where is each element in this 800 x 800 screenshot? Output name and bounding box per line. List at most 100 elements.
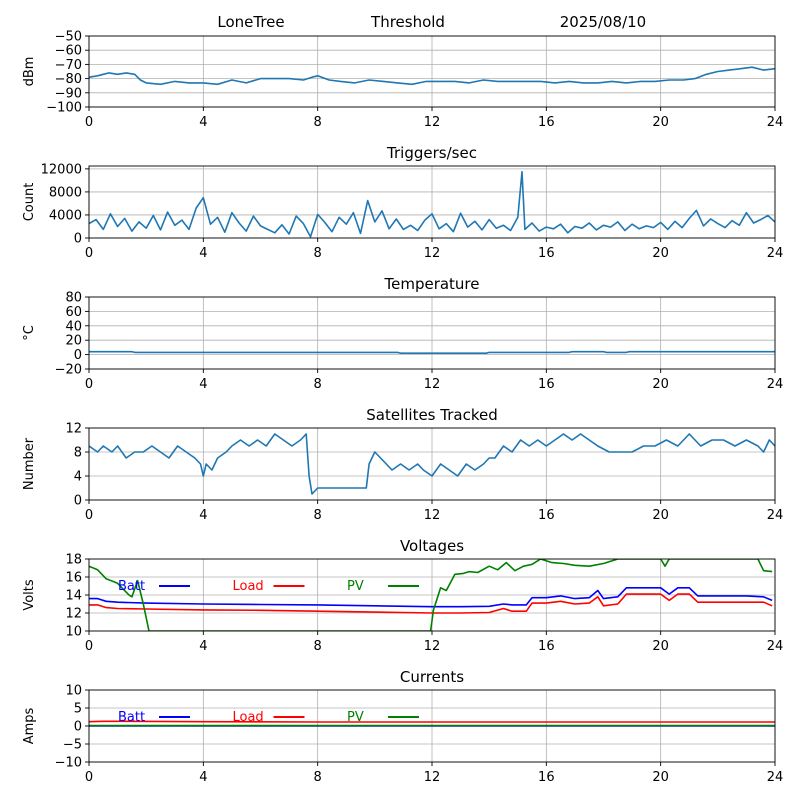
series-line-satellites <box>89 433 775 495</box>
chart-dbm: 0 4 8 12 16 20 24 −50−60−70−80−90−100 dBm <box>22 30 783 131</box>
x-tick-label: 8 <box>314 115 322 130</box>
y-tick-label: 4 <box>74 470 82 485</box>
y-tick-label: 0 <box>74 348 82 363</box>
y-tick-label: 18 <box>65 553 82 568</box>
x-tick-label: 12 <box>424 377 441 392</box>
x-tick-label: 20 <box>652 246 669 261</box>
y-axis-label: Count <box>22 183 37 222</box>
x-tick-label: 0 <box>85 115 93 130</box>
chart-voltages: 0 4 8 12 16 20 24 10 12 14 16 18 Volts Voltages Batt Lo… <box>22 537 783 654</box>
mode-label: Threshold <box>370 13 445 31</box>
x-tick-label: 8 <box>314 508 322 523</box>
chart-title: Satellites Tracked <box>366 406 497 424</box>
series-line-load <box>89 593 773 614</box>
y-tick-label: −5 <box>63 738 82 753</box>
x-tick-label: 12 <box>424 508 441 523</box>
x-tick-label: 4 <box>199 377 207 392</box>
x-tick-label: 8 <box>314 770 322 785</box>
x-tick-label: 8 <box>314 377 322 392</box>
x-tick-label: 12 <box>424 770 441 785</box>
y-tick-label: 14 <box>65 589 82 604</box>
y-tick-label: −80 <box>55 72 82 87</box>
series-line-temperature <box>89 350 775 354</box>
x-tick-label: 20 <box>652 377 669 392</box>
y-tick-label: 4000 <box>49 208 82 223</box>
legend-label-batt: Batt <box>118 579 145 594</box>
x-tick-label: 16 <box>538 508 555 523</box>
x-tick-label: 0 <box>85 508 93 523</box>
x-tick-label: 24 <box>767 377 784 392</box>
y-axis-label: °C <box>22 325 37 341</box>
y-tick-label: −70 <box>55 58 82 73</box>
x-tick-label: 0 <box>85 377 93 392</box>
y-tick-label: 0 <box>74 232 82 247</box>
x-tick-label: 4 <box>199 639 207 654</box>
chart-title: Currents <box>400 668 464 686</box>
chart-title: Voltages <box>400 537 464 555</box>
y-tick-label: −60 <box>55 44 82 59</box>
x-tick-label: 24 <box>767 639 784 654</box>
x-tick-label: 4 <box>199 115 207 130</box>
x-tick-label: 20 <box>652 115 669 130</box>
chart-triggers: 0 4 8 12 16 20 24 0 4000 8000 12000 Count Triggers/s… <box>22 144 783 261</box>
x-tick-label: 16 <box>538 115 555 130</box>
x-tick-label: 4 <box>199 770 207 785</box>
x-tick-label: 16 <box>538 246 555 261</box>
legend-label-batt: Batt <box>118 710 145 725</box>
y-tick-label: −10 <box>55 756 82 771</box>
x-tick-label: 24 <box>767 115 784 130</box>
series-line-dbm <box>89 66 775 86</box>
x-tick-label: 20 <box>652 770 669 785</box>
y-tick-label: 0 <box>74 494 82 509</box>
y-tick-label: 60 <box>65 305 82 320</box>
legend-label-load: Load <box>233 710 264 725</box>
y-tick-label: 80 <box>65 291 82 306</box>
y-tick-label: 12 <box>65 422 82 437</box>
x-tick-label: 12 <box>424 115 441 130</box>
legend-label-pv: PV <box>347 710 364 725</box>
y-tick-label: 10 <box>65 625 82 640</box>
x-tick-label: 0 <box>85 639 93 654</box>
x-tick-label: 20 <box>652 639 669 654</box>
y-axis-label: Amps <box>22 707 37 744</box>
y-tick-label: 8 <box>74 446 82 461</box>
station-name: LoneTree <box>217 13 284 31</box>
x-tick-label: 16 <box>538 770 555 785</box>
y-tick-label: 12000 <box>41 162 82 177</box>
x-tick-label: 8 <box>314 246 322 261</box>
x-tick-label: 24 <box>767 508 784 523</box>
y-tick-label: 5 <box>74 702 82 717</box>
x-tick-label: 20 <box>652 508 669 523</box>
x-tick-label: 16 <box>538 377 555 392</box>
y-tick-label: 12 <box>65 607 82 622</box>
legend-label-load: Load <box>233 579 264 594</box>
y-axis-label: Volts <box>22 579 37 611</box>
y-tick-label: 20 <box>65 334 82 349</box>
date-label: 2025/08/10 <box>560 13 646 31</box>
x-tick-label: 4 <box>199 246 207 261</box>
chart-title: Triggers/sec <box>386 144 477 162</box>
x-tick-label: 8 <box>314 639 322 654</box>
legend-label-pv: PV <box>347 579 364 594</box>
y-tick-label: −90 <box>55 86 82 101</box>
chart-satellites: 0 4 8 12 16 20 24 0 4 8 12 Number Satellites Tracked <box>22 406 783 523</box>
chart-currents: 0 4 8 12 16 20 24 −10 −5 0 5 10 Amps Currents Batt Load… <box>22 668 783 785</box>
y-axis-label: Number <box>22 437 37 490</box>
y-tick-label: −50 <box>55 30 82 45</box>
x-tick-label: 0 <box>85 246 93 261</box>
y-tick-label: 0 <box>74 720 82 735</box>
x-tick-label: 12 <box>424 246 441 261</box>
y-tick-label: −20 <box>55 363 82 378</box>
chart-title: Temperature <box>383 275 479 293</box>
x-tick-label: 24 <box>767 770 784 785</box>
y-tick-label: 40 <box>65 319 82 334</box>
series-line-triggers <box>89 171 775 238</box>
series-line-pv <box>89 559 773 631</box>
x-tick-label: 0 <box>85 770 93 785</box>
x-tick-label: 4 <box>199 508 207 523</box>
y-tick-label: 16 <box>65 571 82 586</box>
y-tick-label: −100 <box>46 101 82 116</box>
y-tick-label: 8000 <box>49 185 82 200</box>
